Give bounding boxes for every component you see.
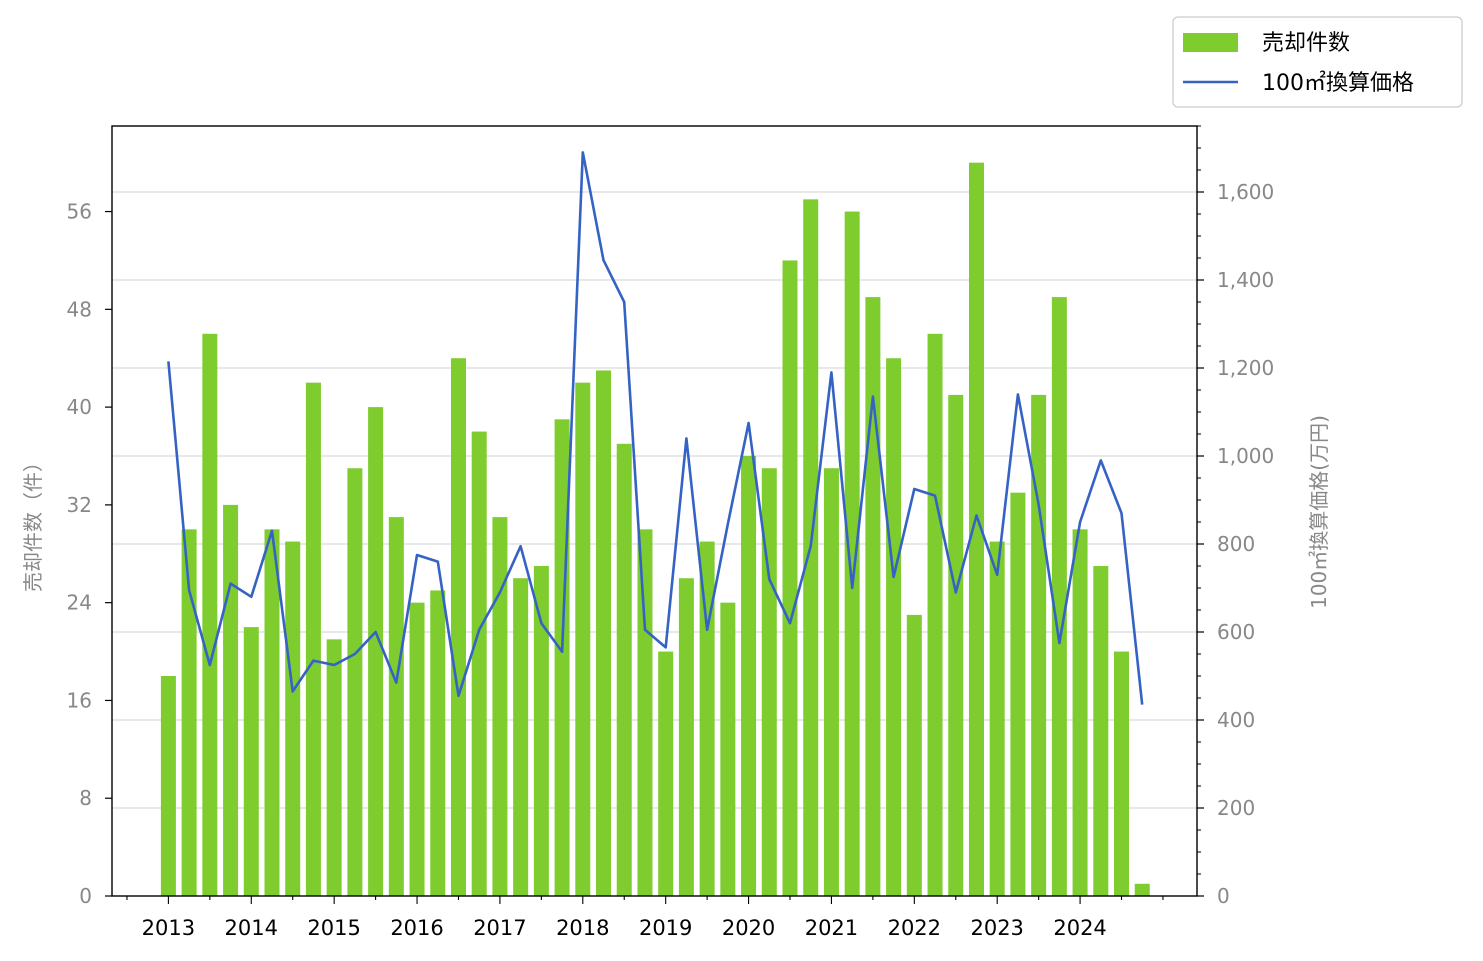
bar — [264, 529, 280, 896]
x-tick-label: 2017 — [473, 916, 526, 940]
legend-bar-label: 売却件数 — [1262, 31, 1350, 56]
left-tick-label: 0 — [79, 884, 92, 908]
bar — [823, 468, 839, 896]
bar — [388, 517, 404, 896]
bar — [1031, 394, 1047, 896]
right-tick-label: 400 — [1217, 708, 1255, 732]
bar — [1134, 883, 1150, 896]
bar — [741, 456, 757, 896]
bar — [1072, 529, 1088, 896]
left-tick-label: 48 — [67, 297, 92, 321]
left-tick-label: 32 — [67, 493, 92, 517]
left-tick-label: 56 — [67, 200, 92, 224]
bar — [347, 468, 363, 896]
x-tick-label: 2014 — [225, 916, 278, 940]
right-tick-label: 1,000 — [1217, 444, 1274, 468]
bar — [865, 297, 881, 897]
left-tick-label: 16 — [67, 688, 92, 712]
bar — [699, 541, 715, 896]
bar — [368, 407, 384, 896]
right-tick-label: 600 — [1217, 620, 1255, 644]
bar — [450, 358, 466, 896]
bar — [554, 419, 570, 896]
right-tick-label: 1,600 — [1217, 180, 1274, 204]
bar — [1114, 651, 1130, 896]
bar — [243, 627, 259, 896]
bar — [1093, 566, 1109, 896]
bar — [492, 517, 508, 896]
x-tick-label: 2018 — [556, 916, 609, 940]
x-tick-label: 2022 — [888, 916, 941, 940]
x-tick-label: 2021 — [805, 916, 858, 940]
bar — [948, 394, 964, 896]
bar — [471, 431, 487, 896]
left-axis-label: 売却件数（件） — [21, 452, 45, 592]
plot-frame — [111, 125, 1198, 897]
x-tick-label: 2019 — [639, 916, 692, 940]
bar — [513, 578, 529, 896]
bar — [761, 468, 777, 896]
bar — [202, 333, 218, 896]
bar — [844, 211, 860, 897]
right-axis-label: 100㎡換算価格(万円) — [1307, 415, 1331, 609]
bar — [989, 541, 1005, 896]
axes — [111, 125, 1198, 897]
bar — [181, 529, 197, 896]
left-tick-label: 40 — [67, 395, 92, 419]
price-line — [167, 151, 1144, 705]
bar — [575, 382, 591, 897]
right-tick-label: 0 — [1217, 884, 1230, 908]
right-tick-label: 200 — [1217, 796, 1255, 820]
right-axis-ticks: 0 200 400 600 800 1,000 1,200 1,400 1,600 — [1197, 125, 1274, 908]
legend-bar-swatch — [1183, 33, 1238, 52]
left-tick-label: 8 — [79, 786, 92, 810]
bar — [223, 504, 239, 896]
bar — [968, 162, 984, 896]
right-tick-label: 800 — [1217, 532, 1255, 556]
legend: 売却件数 100㎡換算価格 — [1172, 16, 1463, 108]
bar — [160, 676, 176, 896]
bar — [1051, 297, 1067, 897]
left-tick-label: 24 — [67, 591, 92, 615]
bar — [409, 602, 425, 896]
x-tick-label: 2020 — [722, 916, 775, 940]
legend-line-label: 100㎡換算価格 — [1262, 70, 1414, 96]
bar — [285, 541, 301, 896]
right-tick-label: 1,200 — [1217, 356, 1274, 380]
bar — [616, 443, 632, 896]
bar — [782, 260, 798, 896]
bar — [637, 529, 653, 896]
bar — [305, 382, 321, 897]
x-tick-label: 2023 — [970, 916, 1023, 940]
x-tick-label: 2015 — [307, 916, 360, 940]
bar — [326, 639, 342, 896]
x-tick-label: 2024 — [1053, 916, 1106, 940]
legend-box — [1172, 16, 1463, 108]
bar — [658, 651, 674, 896]
bar — [1010, 492, 1026, 896]
bar — [596, 370, 612, 896]
bar — [906, 614, 922, 896]
bar — [720, 602, 736, 896]
x-tick-label: 2016 — [390, 916, 443, 940]
bar — [678, 578, 694, 896]
x-tick-label: 2013 — [142, 916, 195, 940]
left-axis-ticks: 0 8 16 24 32 40 48 56 — [67, 200, 112, 908]
bar — [533, 566, 549, 896]
bar-series — [160, 162, 1150, 897]
bar — [430, 590, 446, 896]
x-axis-ticks: 2013 2014 2015 2016 2017 2018 2019 2020 2021 2022… — [126, 896, 1164, 940]
line-series — [167, 151, 1144, 705]
bar — [927, 333, 943, 896]
bar — [886, 358, 902, 896]
right-tick-label: 1,400 — [1217, 268, 1274, 292]
